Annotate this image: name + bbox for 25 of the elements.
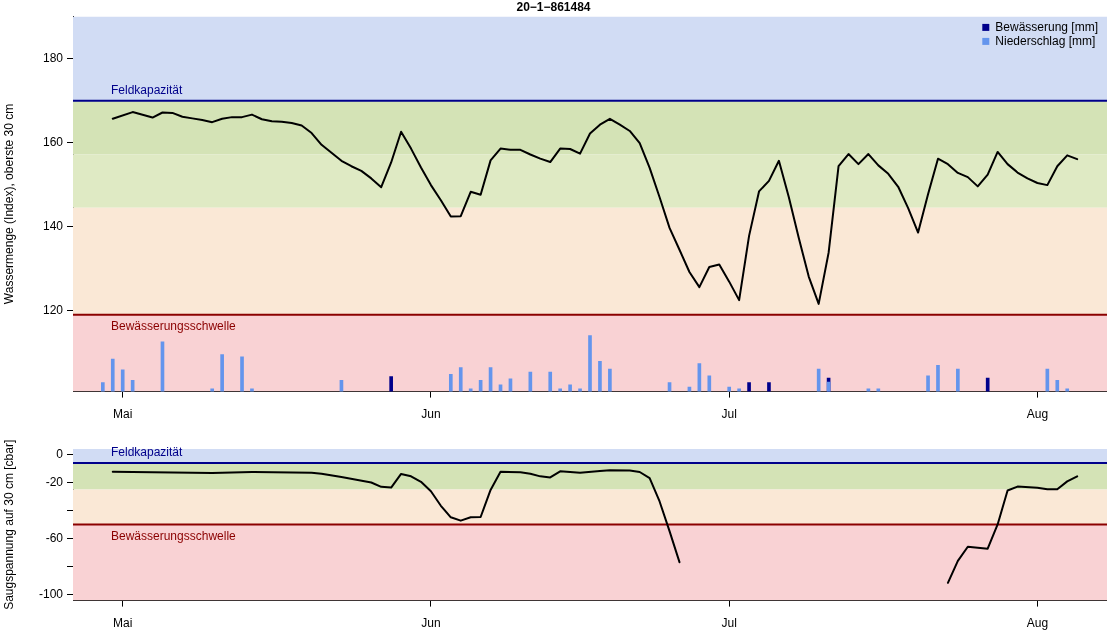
x-tick-label: Aug [1026, 407, 1049, 422]
x-tick-label: Mai [113, 616, 133, 631]
y-axis-title: Saugspannung auf 30 cm [cbar] [1, 439, 16, 610]
x-tick-label: Aug [1026, 616, 1049, 631]
ref-line-label: Bewässerungsschwelle [111, 319, 237, 334]
chart-title: 20−1−861484 [516, 0, 591, 14]
y-tick-label: -100 [38, 587, 64, 602]
ref-line-label: Feldkapazität [111, 445, 184, 460]
y-tick-label: 120 [42, 302, 64, 317]
y-tick-label: 0 [56, 446, 64, 461]
x-tick-label: Jun [421, 616, 441, 631]
x-tick-label: Jun [421, 407, 441, 422]
y-tick-label: 140 [42, 218, 64, 233]
y-tick-label: -20 [45, 474, 64, 489]
y-tick-label: 180 [42, 51, 64, 66]
legend-label: Niederschlag [mm] [995, 33, 1096, 48]
legend-label: Bewässerung [mm] [995, 19, 1098, 34]
y-axis-title: Wassermenge (Index), oberste 30 cm [1, 103, 16, 305]
x-tick-label: Jul [721, 616, 737, 631]
y-tick-label: 160 [42, 135, 64, 150]
x-tick-label: Mai [113, 407, 133, 422]
x-tick-label: Jul [721, 407, 737, 422]
y-tick-label: -60 [45, 530, 64, 545]
ref-line-label: Bewässerungsschwelle [111, 528, 237, 543]
ref-line-label: Feldkapazität [111, 83, 184, 98]
